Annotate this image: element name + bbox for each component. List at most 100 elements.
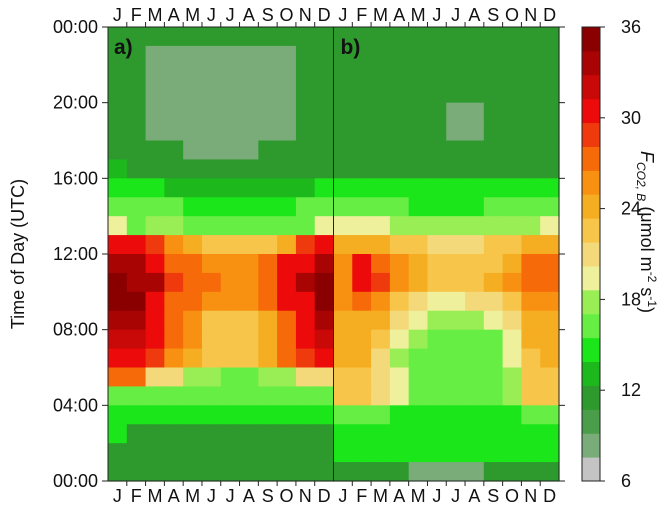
month-label-bottom: O <box>279 486 293 506</box>
heatmap-cell <box>239 159 259 179</box>
heatmap-cell <box>258 121 278 142</box>
heatmap-cell <box>314 121 335 142</box>
heatmap-cell <box>239 405 259 425</box>
heatmap-cell <box>126 64 147 85</box>
heatmap-cell <box>295 272 316 293</box>
month-label-top: M <box>148 5 163 25</box>
heatmap-cell <box>239 121 259 142</box>
heatmap-cell <box>258 348 278 369</box>
colorbar-segment <box>582 265 600 291</box>
heatmap-cell <box>427 140 447 161</box>
heatmap-cell <box>314 386 335 406</box>
heatmap-cell <box>502 64 523 85</box>
heatmap-cell <box>483 102 504 123</box>
heatmap-cell <box>502 386 523 406</box>
heatmap-cell <box>126 27 147 47</box>
colorbar-segment <box>582 170 600 195</box>
heatmap-cell <box>239 27 259 47</box>
heatmap-cell <box>126 178 147 198</box>
heatmap-cell <box>371 462 391 482</box>
heatmap-cell <box>389 386 410 406</box>
heatmap-cell <box>427 235 447 255</box>
colorbar-tick-label: 36 <box>621 17 641 37</box>
heatmap-cell <box>427 178 447 198</box>
heatmap-cell <box>277 254 297 274</box>
heatmap-cell <box>352 329 372 350</box>
heatmap-cell <box>352 443 372 463</box>
colorbar-tick-label: 12 <box>621 380 641 400</box>
heatmap-cell <box>239 45 259 66</box>
heatmap-cell <box>521 462 541 482</box>
heatmap-cell <box>277 405 297 425</box>
heatmap-cell <box>502 424 523 444</box>
month-label-bottom: D <box>543 486 556 506</box>
heatmap-cell <box>521 159 541 179</box>
heatmap-cell <box>314 102 335 123</box>
heatmap-cell <box>389 348 410 369</box>
heatmap-cell <box>483 443 504 463</box>
heatmap-cell <box>145 140 165 161</box>
heatmap-cell <box>540 310 560 331</box>
heatmap-cell <box>446 272 466 293</box>
heatmap-cell <box>201 178 222 198</box>
heatmap-cell <box>145 310 165 331</box>
heatmap-cell <box>277 310 297 331</box>
heatmap-cell <box>108 83 128 104</box>
heatmap-cell <box>314 443 335 463</box>
heatmap-cell <box>145 462 165 482</box>
heatmap-cell <box>277 462 297 482</box>
heatmap-cell <box>540 235 560 255</box>
heatmap-cell <box>314 45 335 66</box>
heatmap-cell <box>465 405 485 425</box>
heatmap-cell <box>201 348 222 369</box>
heatmap-cell <box>183 291 203 312</box>
heatmap-cell <box>352 159 372 179</box>
colorbar-segment <box>582 361 600 386</box>
heatmap-cell <box>145 45 165 66</box>
heatmap-cell <box>145 254 165 274</box>
heatmap-cell <box>540 405 560 425</box>
month-label-bottom: J <box>432 486 441 506</box>
colorbar-segment <box>582 289 600 315</box>
colorbar-segment <box>582 74 600 100</box>
heatmap-cell <box>295 424 316 444</box>
heatmap-cell <box>502 272 523 293</box>
heatmap-cell <box>295 291 316 312</box>
heatmap-cell <box>427 405 447 425</box>
heatmap-cell <box>352 424 372 444</box>
heatmap-cell <box>521 367 541 388</box>
heatmap-cell <box>371 83 391 104</box>
heatmap-cell <box>465 140 485 161</box>
heatmap-cell <box>295 443 316 463</box>
colorbar-segment <box>582 98 600 124</box>
heatmap-cell <box>277 45 297 66</box>
colorbar-segment <box>582 27 600 52</box>
heatmap-cell <box>502 45 523 66</box>
heatmap-cell <box>164 216 184 236</box>
heatmap-cell <box>408 102 429 123</box>
heatmap-cell <box>108 121 128 142</box>
heatmap-cell <box>446 159 466 179</box>
heatmap-cell <box>371 291 391 312</box>
heatmap-cell <box>446 64 466 85</box>
heatmap-cell <box>314 348 335 369</box>
heatmap-cell <box>540 27 560 47</box>
heatmap-cell <box>239 367 259 388</box>
colorbar-segment <box>582 122 600 147</box>
month-label-top: J <box>451 5 460 25</box>
heatmap-cell <box>183 197 203 217</box>
heatmap-cell <box>145 443 165 463</box>
month-label-bottom: M <box>411 486 426 506</box>
month-label-top: N <box>524 5 537 25</box>
heatmap-cell <box>126 462 147 482</box>
heatmap-cell <box>239 197 259 217</box>
heatmap-cell <box>164 424 184 444</box>
heatmap-cell <box>126 310 147 331</box>
heatmap-cell <box>427 45 447 66</box>
heatmap-cell <box>126 291 147 312</box>
heatmap-cell <box>408 45 429 66</box>
heatmap-cell <box>540 140 560 161</box>
heatmap-cell <box>220 235 241 255</box>
